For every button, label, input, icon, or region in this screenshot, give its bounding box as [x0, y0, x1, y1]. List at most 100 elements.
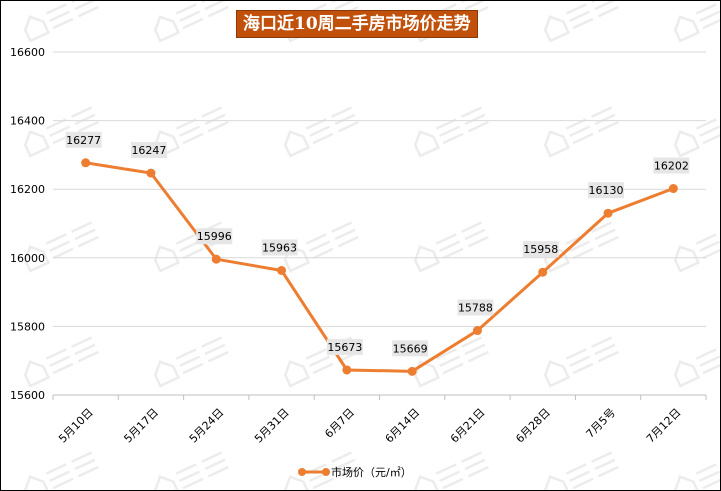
watermark-mark	[175, 106, 229, 145]
x-tick-label: 6月28日	[513, 406, 553, 446]
watermark-mark	[435, 221, 489, 260]
y-tick-label: 16600	[10, 46, 45, 59]
watermark-house-icon	[283, 475, 311, 490]
data-label-bg	[457, 299, 494, 316]
data-point	[342, 365, 352, 375]
watermark-mark	[695, 1, 720, 30]
watermark-house-icon	[283, 360, 311, 388]
data-label: 16130	[589, 184, 624, 197]
data-point	[211, 254, 221, 264]
watermark-house-icon	[673, 130, 701, 158]
chart-title: 海口近10周二手房市场价走势	[236, 10, 478, 38]
legend-line-marker-icon	[298, 468, 330, 476]
data-label-bg	[653, 157, 690, 174]
watermark-mark	[695, 106, 720, 145]
watermark-mark	[45, 1, 99, 30]
watermark-house-icon	[413, 245, 441, 273]
watermark-mark	[175, 336, 229, 375]
watermark-house-icon	[673, 475, 701, 490]
data-point	[668, 184, 678, 194]
watermark-logo	[673, 336, 720, 388]
data-label: 15996	[197, 230, 232, 243]
watermark-mark	[695, 336, 720, 375]
watermark-mark	[45, 336, 99, 375]
x-tick-label: 5月10日	[56, 406, 96, 446]
watermark-house-icon	[153, 475, 181, 490]
watermark-mark	[565, 221, 619, 260]
x-tick-label: 6月21日	[448, 406, 488, 446]
watermark-logo	[23, 451, 99, 490]
watermark-mark	[45, 451, 99, 490]
watermark-mark	[695, 451, 720, 490]
data-point	[407, 366, 417, 376]
watermark-house-icon	[153, 15, 181, 43]
x-tick-label: 5月31日	[252, 406, 292, 446]
watermark-logo	[153, 336, 229, 388]
watermark-house-icon	[23, 15, 51, 43]
data-point	[146, 168, 156, 178]
data-label-bg	[196, 228, 233, 245]
x-tick-label: 5月24日	[187, 406, 227, 446]
watermark-mark	[305, 451, 359, 490]
legend-label: 市场价（元/㎡）	[331, 466, 412, 479]
data-label: 15669	[393, 342, 428, 355]
x-tick-label: 6月14日	[383, 406, 423, 446]
watermark-mark	[175, 451, 229, 490]
data-label: 15958	[523, 243, 558, 256]
data-label: 16277	[66, 134, 101, 147]
watermark-house-icon	[413, 130, 441, 158]
x-tick-label: 6月7日	[322, 406, 357, 441]
watermark-logo	[543, 451, 619, 490]
watermark-house-icon	[543, 130, 571, 158]
watermark-logo	[153, 221, 229, 273]
watermark-house-icon	[413, 475, 441, 490]
watermark-mark	[565, 451, 619, 490]
watermark-logo	[23, 336, 99, 388]
watermark-house-icon	[673, 15, 701, 43]
data-label-bg	[130, 142, 167, 159]
watermark-mark	[45, 106, 99, 145]
data-label-bg	[65, 131, 102, 148]
data-point	[277, 265, 287, 275]
watermark-house-icon	[23, 130, 51, 158]
legend[interactable]: 市场价（元/㎡）	[297, 464, 412, 480]
watermark-logo	[23, 106, 99, 158]
watermark-house-icon	[673, 360, 701, 388]
watermark-house-icon	[543, 15, 571, 43]
watermark-house-icon	[23, 360, 51, 388]
watermark-mark	[305, 106, 359, 145]
data-label-bg	[522, 241, 559, 258]
watermark-logo	[153, 1, 229, 43]
watermark-logo	[23, 221, 99, 273]
watermark-mark	[695, 221, 720, 260]
watermark-mark	[435, 106, 489, 145]
watermark-mark	[565, 336, 619, 375]
watermark-logo	[543, 106, 619, 158]
watermark-logo	[153, 451, 229, 490]
watermark-logo	[283, 106, 359, 158]
watermark-house-icon	[23, 475, 51, 490]
watermark-logo	[543, 1, 619, 43]
watermark-logo	[673, 221, 720, 273]
watermark-house-icon	[153, 360, 181, 388]
y-tick-label: 16000	[10, 252, 45, 265]
y-tick-label: 15800	[10, 320, 45, 333]
data-point	[538, 267, 548, 277]
watermark-mark	[565, 1, 619, 30]
data-label: 16202	[654, 160, 689, 173]
watermark-mark	[175, 221, 229, 260]
watermark-mark	[435, 451, 489, 490]
watermark-logo	[673, 106, 720, 158]
y-tick-label: 16200	[10, 183, 45, 196]
watermark-house-icon	[283, 130, 311, 158]
y-tick-label: 15600	[10, 389, 45, 402]
watermark-logo	[413, 221, 489, 273]
watermark-house-icon	[23, 245, 51, 273]
data-label-bg	[326, 338, 363, 355]
watermark-mark	[305, 221, 359, 260]
watermark-mark	[175, 1, 229, 30]
data-label: 15963	[262, 241, 297, 254]
data-label: 15788	[458, 302, 493, 315]
watermark-house-icon	[543, 360, 571, 388]
